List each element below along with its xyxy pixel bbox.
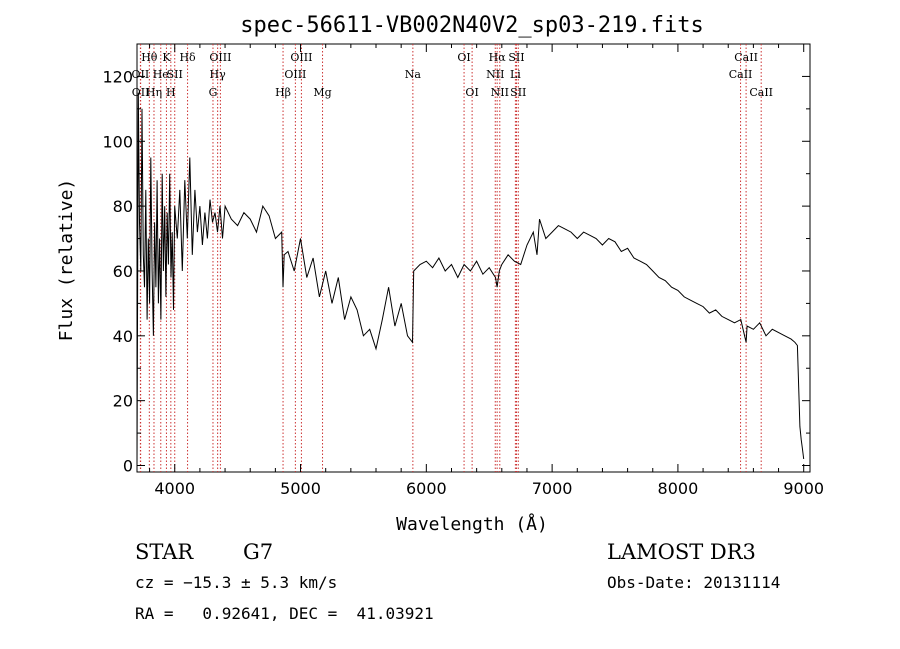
line-label-9: OIII: [209, 51, 231, 64]
line-label-4: He: [153, 68, 169, 81]
y-axis-label: Flux (relative): [56, 179, 77, 342]
line-label-7: H: [166, 86, 176, 99]
line-label-25: CaII: [734, 51, 758, 64]
x-tick-label: 4000: [154, 479, 195, 498]
y-tick-label: 20: [113, 392, 133, 411]
y-tick-label: 40: [113, 327, 133, 346]
line-label-18: OI: [465, 86, 478, 99]
line-label-23: Li: [510, 68, 521, 81]
line-label-19: Hα: [489, 51, 507, 64]
spectrum-line: [136, 92, 805, 466]
y-tick-label: 80: [113, 197, 133, 216]
x-tick-label: 8000: [658, 479, 699, 498]
y-tick-label: 60: [113, 262, 133, 281]
line-label-0: Hθ: [141, 51, 158, 64]
line-label-27: CaII: [749, 86, 773, 99]
x-axis-label: Wavelength (Å): [396, 513, 548, 535]
line-label-12: Hβ: [275, 86, 291, 99]
x-tick-label: 6000: [406, 479, 447, 498]
x-tick-label: 9000: [783, 479, 824, 498]
line-label-14: OIII: [284, 68, 306, 81]
line-label-8: Hδ: [179, 51, 196, 64]
line-label-26: CaII: [729, 68, 753, 81]
line-label-13: OIII: [290, 51, 312, 64]
spectral-line-markers: [139, 44, 762, 472]
x-tick-label: 5000: [280, 479, 321, 498]
line-label-22: SII: [508, 51, 524, 64]
line-label-5: K: [162, 51, 171, 64]
line-label-11: G: [209, 86, 218, 99]
line-label-24: SII: [510, 86, 526, 99]
line-label-17: OI: [457, 51, 470, 64]
line-label-10: Hγ: [210, 68, 227, 81]
coordinates: RA = 0.92641, DEC = 41.03921: [135, 604, 434, 623]
y-tick-label: 100: [102, 132, 133, 151]
survey-name: LAMOST DR3: [607, 540, 756, 564]
y-tick-label: 0: [123, 457, 133, 476]
redshift-cz: cz = −15.3 ± 5.3 km/s: [135, 573, 337, 592]
chart-title: spec-56611-VB002N40V2_sp03-219.fits: [240, 13, 704, 38]
line-label-20: NII: [486, 68, 504, 81]
y-tick-label: 120: [102, 67, 133, 86]
object-class: STAR: [135, 540, 194, 564]
line-label-2: OII: [132, 86, 150, 99]
line-label-1: OII: [132, 68, 150, 81]
y-axis-ticks: 0 20 40 60 80 100 120: [102, 67, 810, 476]
x-axis-ticks: 4000 5000 6000 7000 8000 9000: [149, 44, 824, 498]
line-label-21: NII: [491, 86, 509, 99]
x-tick-label: 7000: [532, 479, 573, 498]
object-subclass: G7: [243, 540, 273, 564]
line-label-16: Na: [405, 68, 422, 81]
line-label-6: SII: [167, 68, 183, 81]
line-label-15: Mg: [313, 86, 331, 99]
obs-date: Obs-Date: 20131114: [607, 573, 780, 592]
line-label-3: Hη: [146, 86, 162, 99]
plot-frame: [136, 43, 811, 473]
